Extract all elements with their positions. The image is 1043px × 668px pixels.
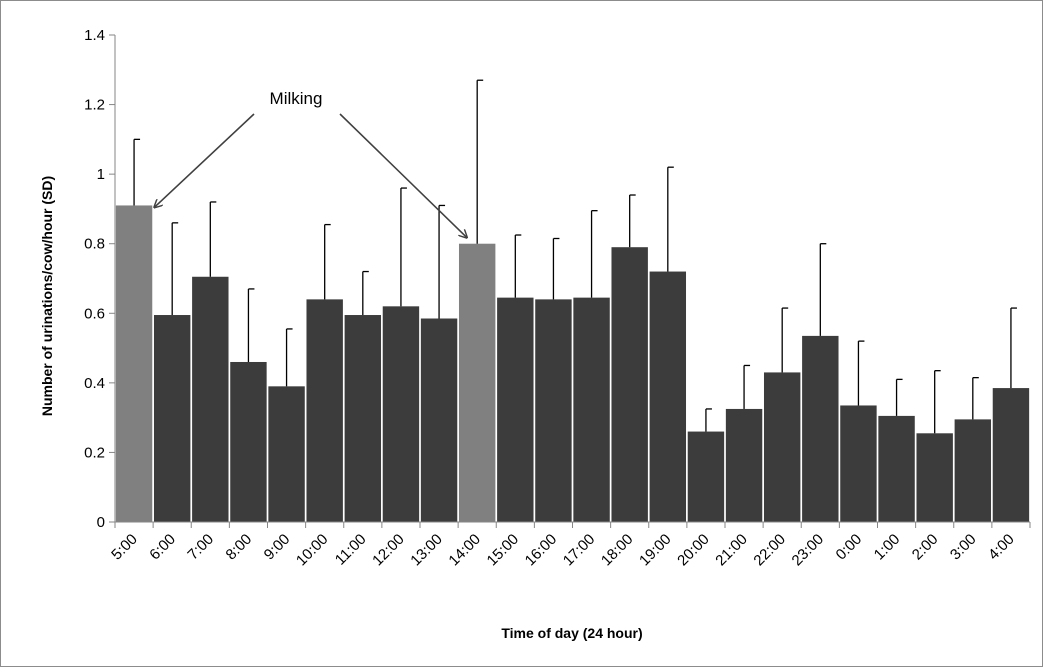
x-tick-label: 3:00 [947, 531, 980, 564]
bar-200 [916, 433, 953, 522]
y-tick-label: 0.4 [84, 375, 105, 392]
x-tick-label: 14:00 [445, 531, 484, 570]
x-tick-label: 8:00 [223, 531, 256, 564]
milking-arrow-500 [154, 113, 255, 207]
bar-2300 [802, 335, 839, 522]
bar-700 [192, 276, 229, 522]
x-tick-label: 12:00 [369, 531, 408, 570]
bar-900 [268, 386, 305, 522]
bar-1600 [535, 299, 572, 522]
bar-1100 [344, 315, 382, 522]
bar-2000 [687, 431, 725, 522]
milking-annotation: Milking [270, 89, 323, 108]
x-tick-label: 11:00 [332, 531, 370, 569]
bar-300 [954, 419, 992, 522]
y-tick-label: 0.6 [84, 305, 105, 322]
x-tick-label: 23:00 [789, 531, 828, 570]
bar-1900 [649, 271, 687, 522]
x-tick-label: 17:00 [560, 531, 599, 570]
x-tick-label: 18:00 [598, 531, 637, 570]
x-tick-label: 0:00 [833, 531, 866, 564]
bar-1800 [611, 247, 648, 522]
milking-arrow-1400 [339, 113, 467, 238]
x-tick-label: 21:00 [712, 531, 751, 570]
bar-2100 [725, 408, 763, 522]
x-tick-label: 1:00 [871, 531, 904, 564]
bar-2200 [763, 372, 801, 522]
bar-400 [992, 388, 1030, 522]
x-tick-label: 9:00 [261, 531, 294, 564]
y-tick-label: 1.4 [84, 27, 105, 44]
x-tick-label: 22:00 [750, 531, 789, 570]
bar-800 [230, 361, 267, 522]
bar-000 [840, 405, 877, 522]
bar-1500 [497, 297, 534, 522]
y-tick-label: 0 [97, 514, 105, 531]
x-tick-label: 4:00 [985, 531, 1018, 564]
x-tick-label: 2:00 [909, 531, 942, 564]
x-tick-label: 6:00 [146, 531, 179, 564]
y-tick-label: 1 [97, 166, 105, 183]
bar-1300 [420, 318, 458, 522]
y-tick-label: 0.2 [84, 444, 105, 461]
y-tick-label: 0.8 [84, 236, 105, 253]
x-tick-label: 7:00 [184, 531, 217, 564]
bar-100 [878, 415, 915, 522]
x-tick-label: 13:00 [407, 531, 446, 570]
bar-1200 [382, 306, 420, 522]
bar-1000 [306, 299, 343, 522]
bar-600 [153, 315, 191, 522]
x-tick-label: 15:00 [484, 531, 523, 570]
x-tick-label: 5:00 [108, 531, 141, 564]
x-tick-label: 10:00 [293, 531, 332, 570]
y-axis-title: Number of urinations/cow/hour (SD) [39, 176, 55, 416]
bar-500 [115, 205, 153, 522]
x-axis-title: Time of day (24 hour) [501, 625, 642, 641]
x-tick-label: 19:00 [636, 531, 675, 570]
bar-1700 [573, 297, 610, 522]
bar-1400 [458, 243, 496, 522]
y-tick-label: 1.2 [84, 97, 105, 114]
x-tick-label: 20:00 [674, 531, 713, 570]
x-tick-label: 16:00 [522, 531, 561, 570]
